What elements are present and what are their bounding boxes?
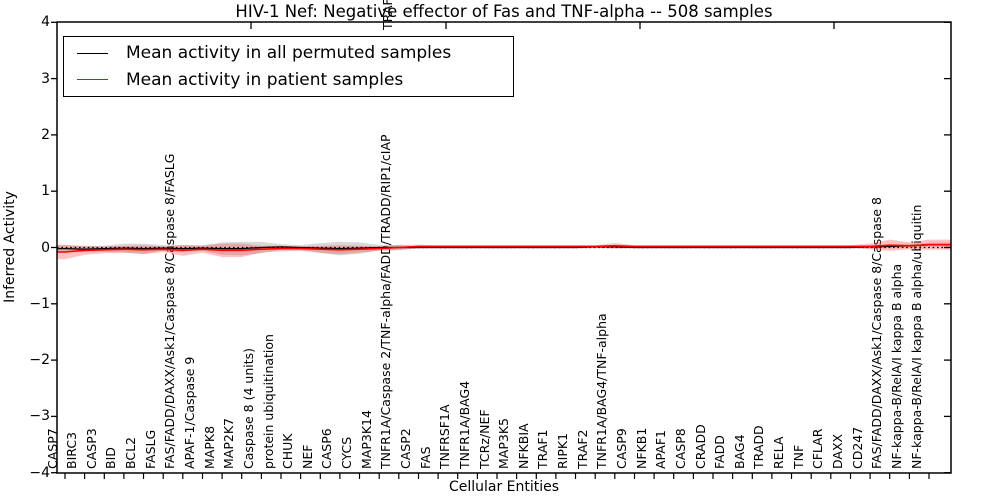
x-tick-label: TNFR1A/BAG4 bbox=[456, 380, 472, 469]
legend-item-permuted: Mean activity in all permuted samples bbox=[64, 43, 513, 63]
x-tick-label: MAP3K5 bbox=[496, 418, 512, 469]
x-tick-label: TNF bbox=[790, 444, 806, 469]
x-tick-label: CASP2 bbox=[397, 428, 413, 469]
legend-line-sample-red bbox=[77, 79, 108, 81]
x-tick-label: BCL2 bbox=[123, 436, 139, 469]
x-tick-label: TRADD bbox=[751, 425, 767, 469]
x-tick-label: CASP9 bbox=[613, 428, 629, 469]
x-tick-label: TCRz/NEF bbox=[476, 409, 492, 469]
x-tick-label: TRAF1 bbox=[535, 429, 551, 469]
x-tick-label: NFKBIA bbox=[515, 423, 531, 469]
y-tick-label: 0 bbox=[41, 239, 50, 256]
x-tick-label: APAF-1/Caspase 9 bbox=[181, 356, 197, 469]
legend-label: Mean activity in all permuted samples bbox=[126, 43, 452, 64]
y-tick-label: −2 bbox=[29, 352, 50, 369]
x-tick-label: CRADD bbox=[692, 424, 708, 469]
x-tick-label: NF-kappa-B/RelA/I kappa B alpha bbox=[888, 263, 904, 469]
x-tick-label: NFKB1 bbox=[633, 427, 649, 469]
x-tick-label: CASP8 bbox=[672, 428, 688, 469]
x-tick-label: FADD bbox=[712, 435, 728, 469]
x-tick-label: MAPK8 bbox=[201, 425, 217, 469]
permuted-band bbox=[57, 241, 951, 256]
x-tick-label: NEF bbox=[299, 444, 315, 469]
y-tick-label: −3 bbox=[29, 408, 50, 425]
x-tick-label: RIPK1 bbox=[555, 432, 571, 469]
x-tick-label: DAXX bbox=[829, 433, 845, 469]
x-tick-label: APAF1 bbox=[653, 430, 669, 469]
legend-line-sample-black bbox=[77, 52, 108, 54]
y-tick-label: 1 bbox=[41, 183, 50, 200]
x-tick-label: Caspase 8 (4 units) bbox=[240, 347, 256, 469]
x-tick-label: CASP6 bbox=[319, 428, 335, 469]
x-tick-label: CYCS bbox=[339, 436, 355, 469]
x-tick-label: CD247 bbox=[849, 426, 865, 469]
x-tick-label: TNFRSF1A bbox=[437, 404, 453, 470]
x-tick-label: CASP3 bbox=[83, 428, 99, 469]
x-tick-label: RELA bbox=[771, 436, 787, 469]
x-tick-label: MAP3K14 bbox=[358, 410, 374, 469]
y-tick-label: 3 bbox=[41, 70, 50, 87]
x-tick-label-overflow: TRAF bbox=[379, 0, 395, 30]
x-tick-label: TRAF2 bbox=[574, 429, 590, 469]
legend: Mean activity in all permuted samples Me… bbox=[63, 36, 514, 97]
x-tick-label: FAS bbox=[417, 446, 433, 469]
x-tick-label: CASP7 bbox=[44, 428, 60, 469]
y-tick-label: 2 bbox=[41, 126, 50, 143]
y-tick-label: −1 bbox=[29, 295, 50, 312]
x-tick-label: CHUK bbox=[280, 433, 296, 469]
x-tick-label: protein ubiquitination bbox=[260, 334, 276, 469]
y-tick-label: −4 bbox=[29, 464, 50, 481]
x-tick-label: BID bbox=[103, 447, 119, 469]
y-tick-label: 4 bbox=[41, 14, 50, 31]
patient-mean-line bbox=[57, 243, 951, 253]
x-tick-label: BAG4 bbox=[731, 434, 747, 469]
x-tick-label: MAP2K7 bbox=[221, 418, 237, 469]
chart-title: HIV-1 Nef: Negative effector of Fas and … bbox=[235, 2, 773, 21]
x-tick-label: TNFR1A/Caspase 2/TNF-alpha/FADD/TRADD/RI… bbox=[378, 134, 394, 469]
patient-band bbox=[57, 239, 951, 260]
legend-label: Mean activity in patient samples bbox=[126, 69, 404, 90]
x-tick-label: TNFR1A/BAG4/TNF-alpha bbox=[594, 313, 610, 469]
x-tick-label: NF-kappa-B/RelA/I kappa B alpha/ubiquiti… bbox=[908, 204, 924, 469]
x-tick-label: FAS/FADD/DAXX/Ask1/Caspase 8/Caspase 8 bbox=[869, 196, 885, 469]
x-axis-label: Cellular Entities bbox=[448, 479, 560, 495]
x-tick-label: FAS/FADD/DAXX/Ask1/Caspase 8/Caspase 8/F… bbox=[162, 153, 178, 469]
x-tick-label: CFLAR bbox=[810, 428, 826, 469]
permuted-mean-line bbox=[57, 244, 951, 250]
x-tick-label: FASLG bbox=[142, 429, 158, 469]
x-tick-label: BIRC3 bbox=[64, 431, 80, 469]
legend-item-patient: Mean activity in patient samples bbox=[64, 70, 513, 90]
